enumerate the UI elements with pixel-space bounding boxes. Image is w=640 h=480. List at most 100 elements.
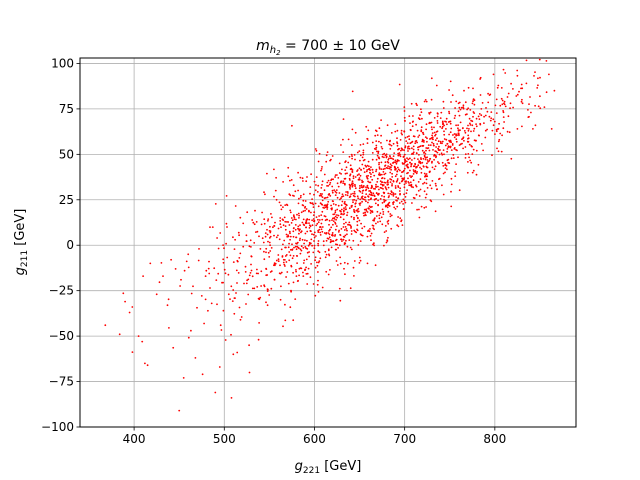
data-point: [427, 144, 430, 147]
data-point: [323, 173, 326, 176]
data-point: [492, 73, 495, 76]
data-point: [303, 242, 305, 245]
data-point: [428, 149, 431, 152]
data-point: [305, 273, 308, 275]
data-point: [288, 259, 291, 262]
data-point: [390, 168, 392, 171]
data-point: [403, 167, 406, 170]
data-point: [282, 206, 284, 209]
data-point: [211, 226, 214, 229]
data-point: [329, 229, 331, 231]
data-point: [222, 244, 225, 247]
data-point: [343, 222, 345, 225]
data-point: [458, 106, 461, 109]
data-point: [338, 192, 341, 194]
data-point: [390, 144, 393, 147]
data-point: [368, 193, 371, 196]
data-point: [380, 119, 382, 121]
data-point: [304, 221, 307, 224]
data-point: [503, 100, 506, 103]
data-point: [454, 114, 457, 117]
data-point: [328, 254, 331, 257]
data-point: [315, 184, 317, 186]
data-point: [239, 318, 242, 321]
data-point: [395, 173, 398, 176]
data-point: [340, 204, 343, 207]
y-tick-label: −25: [49, 284, 74, 298]
data-point: [495, 112, 498, 114]
data-point: [290, 289, 292, 292]
data-point: [428, 112, 431, 115]
data-point: [412, 165, 415, 168]
data-point: [292, 214, 295, 217]
data-point: [342, 213, 344, 216]
data-point: [412, 196, 415, 199]
data-point: [457, 132, 460, 135]
data-point: [309, 186, 312, 189]
data-point: [385, 167, 388, 169]
data-point: [128, 311, 131, 314]
data-point: [494, 133, 496, 136]
data-point: [224, 339, 227, 341]
data-point: [468, 117, 471, 120]
data-point: [304, 200, 307, 202]
data-point: [456, 149, 458, 152]
data-point: [302, 210, 305, 213]
data-point: [391, 193, 393, 196]
data-point: [357, 244, 360, 246]
data-point: [462, 127, 464, 129]
data-point: [448, 133, 450, 136]
data-point: [402, 208, 405, 211]
data-point: [216, 237, 219, 239]
data-point: [293, 246, 295, 249]
data-point: [405, 164, 408, 167]
data-point: [322, 240, 325, 243]
data-point: [187, 336, 190, 339]
data-point: [336, 214, 338, 216]
data-point: [292, 184, 295, 187]
data-point: [422, 165, 425, 168]
data-point: [319, 257, 322, 260]
data-point: [486, 110, 489, 113]
data-point: [358, 173, 360, 176]
data-point: [400, 149, 402, 152]
data-point: [482, 149, 484, 152]
data-point: [269, 271, 272, 273]
data-point: [411, 125, 414, 128]
data-point: [325, 270, 328, 273]
data-point: [355, 209, 358, 212]
data-point: [394, 167, 397, 169]
data-point: [359, 190, 362, 193]
data-point: [336, 208, 339, 211]
data-point: [363, 198, 366, 201]
data-point: [386, 206, 389, 209]
data-point: [455, 133, 457, 136]
data-point: [359, 174, 362, 177]
data-point: [458, 144, 461, 147]
data-point: [408, 115, 411, 117]
data-point: [299, 224, 301, 227]
data-point: [325, 196, 327, 199]
data-point: [160, 262, 163, 264]
data-point: [372, 171, 374, 174]
data-point: [424, 175, 426, 178]
data-point: [469, 122, 471, 125]
data-point: [224, 272, 227, 275]
data-point: [498, 138, 501, 141]
data-point: [389, 215, 392, 218]
data-point: [498, 122, 500, 125]
data-point: [538, 58, 541, 61]
data-point: [343, 236, 346, 238]
data-point: [412, 148, 415, 151]
data-point: [439, 117, 442, 119]
data-point: [431, 132, 434, 135]
data-point: [371, 194, 374, 197]
data-point: [286, 221, 288, 223]
data-point: [137, 335, 140, 337]
data-point: [326, 237, 329, 240]
data-point: [340, 210, 342, 213]
data-point: [502, 127, 505, 130]
data-point: [405, 192, 408, 195]
data-point: [408, 138, 411, 141]
data-point: [351, 128, 354, 131]
